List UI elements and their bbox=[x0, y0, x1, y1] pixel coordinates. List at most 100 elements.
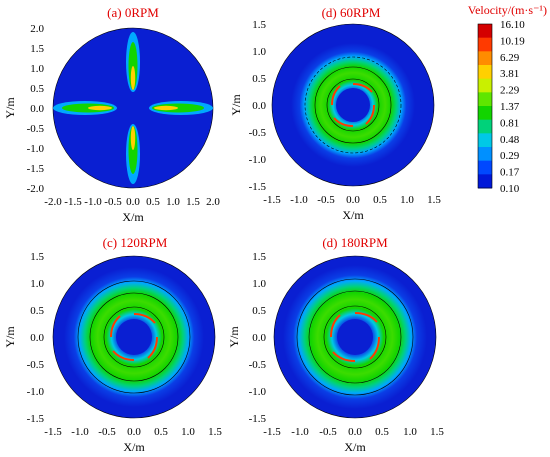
y-tick: 2.0 bbox=[30, 23, 44, 35]
y-tick: 1.0 bbox=[30, 63, 44, 75]
colorbar-level-label: 0.81 bbox=[500, 117, 519, 129]
colorbar: Velocity/(m·s⁻¹) 16.1010.196.293.812.291… bbox=[468, 3, 547, 195]
x-tick: 0.0 bbox=[126, 196, 140, 208]
contour-line bbox=[314, 66, 392, 144]
colorbar-swatch bbox=[478, 133, 492, 148]
contour-line bbox=[308, 290, 402, 384]
y-tick: 1.0 bbox=[252, 46, 266, 58]
blade-jet bbox=[133, 313, 156, 324]
x-tick: 1.0 bbox=[400, 194, 414, 206]
blade-jet bbox=[365, 104, 375, 125]
contour-line bbox=[326, 78, 380, 132]
colorbar-level-label: 0.29 bbox=[500, 150, 520, 162]
colorbar-level-label: 2.29 bbox=[500, 85, 520, 97]
y-tick: 0.0 bbox=[30, 332, 44, 344]
y-axis-label: Y/m bbox=[227, 326, 241, 348]
x-tick: 2.0 bbox=[206, 196, 220, 208]
colorbar-level-label: 16.10 bbox=[500, 19, 525, 31]
colorbar-level-label: 3.81 bbox=[500, 68, 519, 80]
blade-jet bbox=[112, 350, 135, 361]
x-ticks: -1.5 -1.0 -0.5 0.0 0.5 1.0 1.5 bbox=[44, 426, 222, 438]
colorbar-level-label: 10.19 bbox=[500, 35, 525, 47]
field-plot bbox=[52, 255, 216, 419]
blade-jet bbox=[354, 312, 378, 323]
colorbar-swatch bbox=[478, 106, 492, 121]
colorbar-swatch bbox=[478, 92, 492, 107]
panel-title: (c) 120RPM bbox=[103, 235, 168, 250]
x-axis-label: X/m bbox=[344, 440, 366, 454]
y-tick: 0.5 bbox=[252, 73, 266, 85]
y-axis-label: Y/m bbox=[3, 97, 17, 119]
panel-0rpm: (a) 0RPM -2.0 -1.5 -1.0 -0.5 0.0 0.5 1 bbox=[3, 5, 220, 224]
colorbar-level-label: 6.29 bbox=[500, 52, 520, 64]
colorbar-labels: 16.10 10.19 6.29 3.81 2.29 1.37 0.81 0.48 0.29 0.… bbox=[500, 19, 525, 195]
colorbar-swatch bbox=[478, 78, 492, 93]
contour-line bbox=[89, 292, 179, 382]
colorbar-swatches bbox=[477, 23, 493, 189]
y-ticks: -2.0 -1.5 -1.0 -0.5 0.0 0.5 1.0 1.5 2.0 bbox=[27, 23, 45, 195]
x-tick: -1.5 bbox=[263, 194, 281, 206]
x-axis-label: X/m bbox=[122, 210, 144, 224]
jet-right-core bbox=[154, 105, 178, 111]
x-tick: 0.5 bbox=[146, 196, 160, 208]
x-tick: 0.0 bbox=[348, 426, 362, 438]
blade-jet bbox=[352, 83, 373, 93]
colorbar-level-label: 0.10 bbox=[500, 183, 520, 195]
colorbar-swatch bbox=[478, 65, 492, 80]
blade-jet bbox=[147, 336, 158, 359]
panel-title: (d) 180RPM bbox=[322, 235, 388, 250]
colorbar-swatch bbox=[478, 37, 492, 52]
x-ticks: -2.0 -1.5 -1.0 -0.5 0.0 0.5 1.0 1.5 2.0 bbox=[44, 196, 220, 208]
y-tick: -0.5 bbox=[27, 359, 45, 371]
contour-line bbox=[77, 280, 191, 394]
field-plot bbox=[273, 255, 437, 419]
blade-jet bbox=[333, 117, 354, 127]
y-axis-label: Y/m bbox=[229, 94, 243, 116]
x-tick: 1.5 bbox=[427, 194, 441, 206]
y-tick: -0.5 bbox=[27, 123, 45, 135]
y-axis-label: Y/m bbox=[3, 326, 17, 348]
x-tick: -0.5 bbox=[319, 426, 337, 438]
blade-jet bbox=[369, 336, 380, 360]
colorbar-title: Velocity/(m·s⁻¹) bbox=[468, 3, 547, 17]
y-tick: 0.0 bbox=[252, 100, 266, 112]
y-tick: 1.5 bbox=[252, 251, 266, 263]
x-ticks: -1.5 -1.0 -0.5 0.0 0.5 1.0 1.5 bbox=[263, 194, 441, 206]
panel-60rpm: (d) 60RPM -1.5 -1.0 -0.5 0.0 0.5 1.0 1.5… bbox=[229, 5, 441, 222]
y-tick: -1.5 bbox=[27, 413, 45, 425]
y-tick: -1.5 bbox=[249, 181, 267, 193]
x-tick: 0.5 bbox=[154, 426, 168, 438]
x-tick: 0.0 bbox=[346, 194, 360, 206]
y-tick: -1.0 bbox=[27, 386, 45, 398]
x-tick: -1.5 bbox=[64, 196, 82, 208]
colorbar-swatch bbox=[478, 24, 492, 39]
field-plot bbox=[52, 27, 214, 189]
x-tick: -1.5 bbox=[263, 426, 281, 438]
x-tick: 1.5 bbox=[208, 426, 222, 438]
x-tick: 1.5 bbox=[430, 426, 444, 438]
colorbar-swatch bbox=[478, 147, 492, 162]
contour-line bbox=[323, 305, 387, 369]
y-ticks: -1.5 -1.0 -0.5 0.0 0.5 1.0 1.5 bbox=[249, 251, 267, 425]
core-zone bbox=[116, 319, 152, 355]
field-plot bbox=[271, 23, 435, 187]
blade-jet bbox=[110, 315, 121, 338]
y-tick: 1.5 bbox=[252, 19, 266, 31]
x-tick: 1.0 bbox=[403, 426, 417, 438]
x-tick: 1.5 bbox=[186, 196, 200, 208]
y-tick: 0.0 bbox=[252, 332, 266, 344]
x-tick: 0.5 bbox=[373, 194, 387, 206]
y-tick: 0.0 bbox=[30, 103, 44, 115]
colorbar-level-label: 0.48 bbox=[500, 134, 520, 146]
x-tick: -2.0 bbox=[44, 196, 62, 208]
y-tick: -1.0 bbox=[249, 386, 267, 398]
x-tick: -0.5 bbox=[317, 194, 335, 206]
blade-jet bbox=[332, 351, 356, 362]
y-tick: -1.0 bbox=[27, 143, 45, 155]
core-zone bbox=[337, 319, 373, 355]
x-tick: 0.5 bbox=[375, 426, 389, 438]
panel-title: (d) 60RPM bbox=[322, 5, 381, 20]
core-zone bbox=[336, 88, 370, 122]
x-tick: -0.5 bbox=[104, 196, 122, 208]
